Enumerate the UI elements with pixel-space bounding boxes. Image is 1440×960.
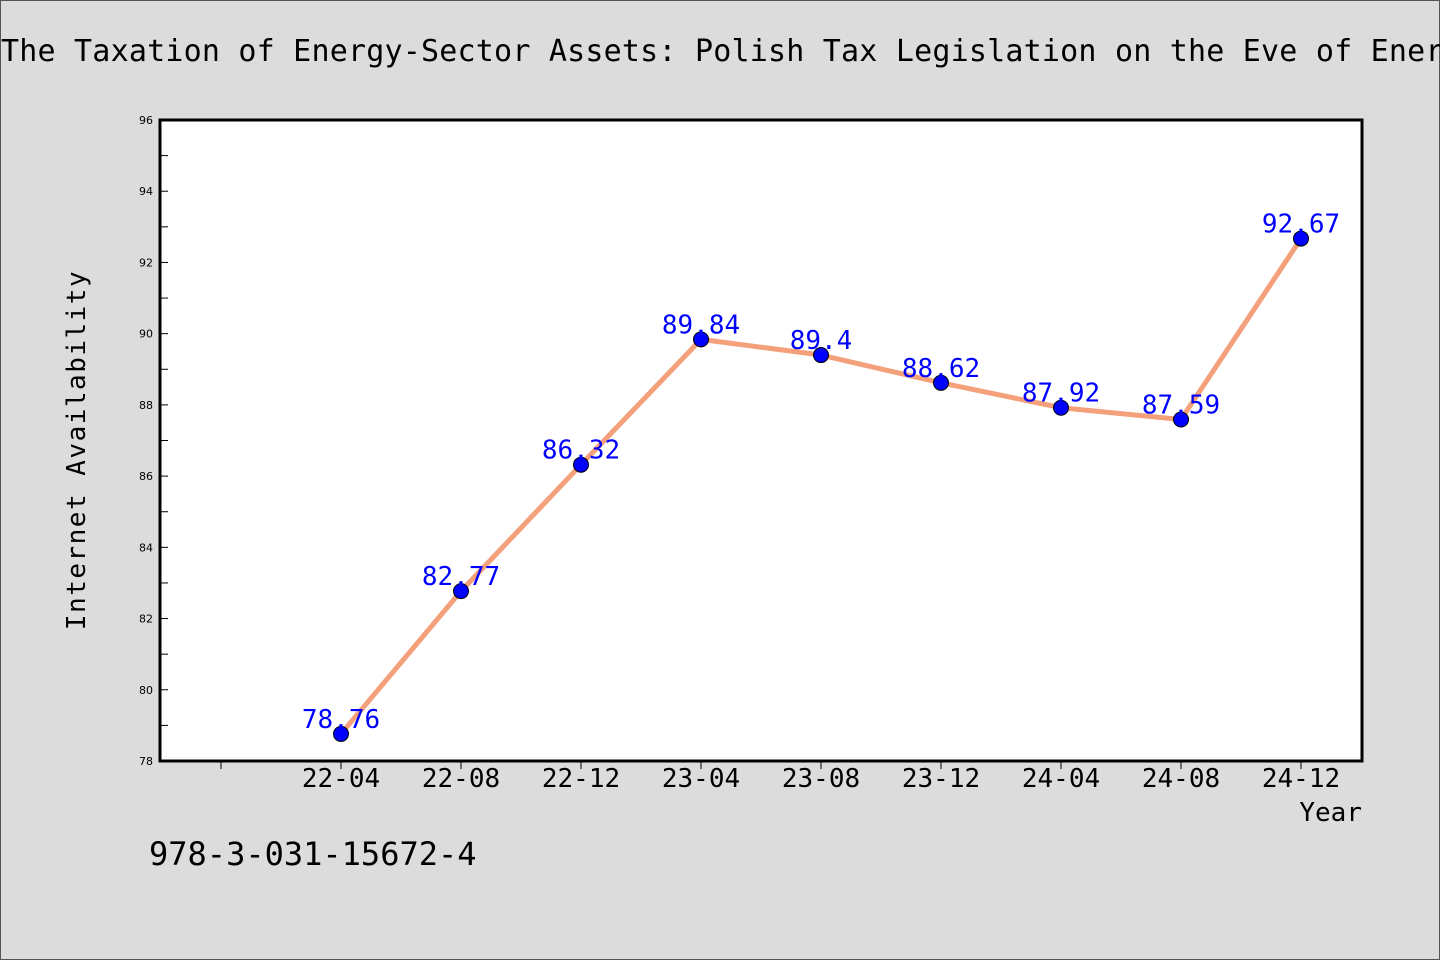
y-tick-label: 86 [139, 470, 153, 483]
y-axis-label: Internet Availability [62, 270, 92, 630]
x-tick-label: 22-12 [542, 764, 620, 794]
data-point [1053, 399, 1069, 416]
data-label: 89.4 [790, 326, 853, 356]
y-tick-label: 80 [139, 684, 153, 697]
data-point [933, 374, 949, 391]
data-point [333, 725, 349, 742]
x-tick-label: 22-04 [302, 764, 380, 794]
y-tick-label: 92 [139, 256, 153, 269]
y-tick-label: 90 [139, 328, 153, 341]
y-tick-label: 82 [139, 613, 153, 626]
data-label: 82.77 [422, 562, 500, 592]
data-label: 87.92 [1022, 379, 1100, 409]
y-tick-label: 94 [139, 185, 153, 198]
data-label: 87.59 [1142, 390, 1220, 420]
chart-title: The Taxation of Energy-Sector Assets: Po… [1, 34, 1440, 69]
data-label: 88.62 [902, 354, 980, 384]
x-tick-label: 24-08 [1142, 764, 1220, 794]
data-label: 92.67 [1262, 210, 1340, 240]
x-tick-label: 22-08 [422, 764, 500, 794]
x-axis-label: Year [1299, 798, 1362, 828]
data-label: 86.32 [542, 436, 620, 466]
data-point [1293, 230, 1309, 247]
data-label: 89.84 [662, 310, 740, 340]
y-tick-label: 78 [139, 755, 153, 768]
plot-area [158, 118, 1364, 763]
x-tick-label: 23-04 [662, 764, 740, 794]
x-tick-label: 24-04 [1022, 764, 1100, 794]
x-tick-label: 24-12 [1262, 764, 1340, 794]
x-tick-label: 23-08 [782, 764, 860, 794]
data-point [693, 331, 709, 348]
y-tick-label: 96 [139, 114, 153, 127]
x-tick-label: 23-12 [902, 764, 980, 794]
data-point [1173, 411, 1189, 428]
y-tick-label: 88 [139, 399, 153, 412]
data-point [573, 456, 589, 473]
data-point [813, 347, 829, 364]
data-point [453, 583, 469, 600]
isbn-text: 978-3-031-15672-4 [149, 835, 477, 873]
data-label: 78.76 [302, 705, 380, 735]
y-tick-label: 84 [139, 541, 153, 554]
